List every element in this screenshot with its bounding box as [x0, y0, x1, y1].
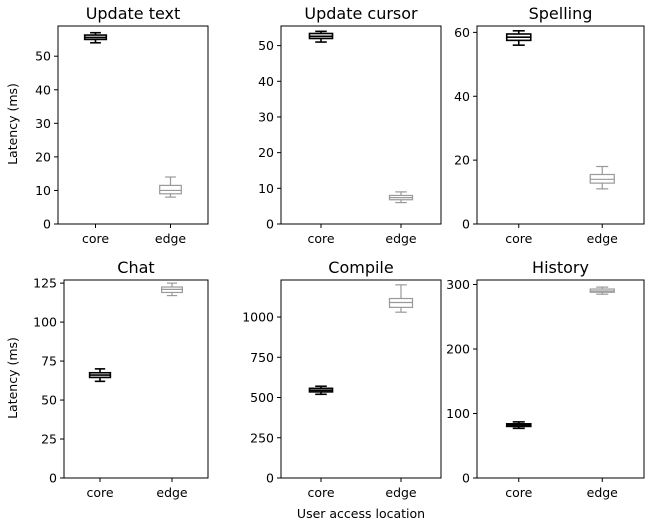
plot-frame: [63, 279, 209, 479]
y-tick-label: 125: [33, 276, 57, 291]
y-tick-label: 0: [462, 217, 470, 232]
plot-frame: [57, 25, 209, 225]
y-tick-label: 20: [454, 153, 470, 168]
plot-frame: [476, 279, 645, 479]
panel-title: Chat: [117, 258, 154, 277]
x-tick-label: core: [505, 231, 532, 246]
x-tick-label: edge: [587, 485, 619, 500]
box-edge: [159, 176, 182, 198]
box-edge: [388, 284, 414, 313]
y-axis-label: Latency (ms): [5, 83, 20, 165]
x-axis-label: User access location: [297, 506, 425, 521]
x-tick-label: core: [86, 485, 113, 500]
y-tick-label: 300: [446, 277, 470, 292]
y-tick-label: 0: [43, 217, 51, 232]
box-edge: [161, 282, 183, 297]
box-iqr: [159, 184, 182, 195]
box-core: [308, 30, 334, 43]
panel-5: History 0 100 200 300 core edge: [446, 258, 645, 500]
box-edge: [388, 191, 414, 204]
panel-title: Update text: [86, 4, 181, 23]
y-tick-label: 750: [250, 350, 274, 365]
panel-title: History: [532, 258, 589, 277]
y-tick-label: 1000: [242, 310, 274, 325]
box-edge: [589, 165, 615, 190]
y-tick-label: 500: [250, 390, 274, 405]
box-core: [83, 31, 108, 44]
panel-title: Update cursor: [304, 4, 418, 23]
y-tick-label: 10: [258, 181, 274, 196]
x-tick-label: core: [307, 231, 334, 246]
panel-1: Update cursor 0 10 20 30 40 50 core edge: [258, 4, 442, 246]
box-core: [505, 29, 532, 46]
box-edge: [589, 286, 615, 295]
panel-2: Spelling 0 20 40 60 core edge: [454, 4, 645, 246]
y-tick-label: 30: [35, 116, 51, 131]
y-tick-label: 40: [258, 74, 274, 89]
y-tick-label: 0: [462, 471, 470, 486]
y-tick-label: 40: [454, 89, 470, 104]
box-core: [308, 385, 334, 396]
plot-frame: [280, 279, 442, 479]
y-tick-label: 0: [49, 471, 57, 486]
panel-4: Compile 0 250 500 750 1000 core edge: [242, 258, 442, 500]
y-tick-label: 75: [41, 354, 57, 369]
x-tick-label: core: [82, 231, 109, 246]
y-tick-label: 250: [250, 430, 274, 445]
y-tick-label: 25: [41, 432, 57, 447]
box-core: [88, 368, 112, 383]
y-tick-label: 100: [33, 315, 57, 330]
x-tick-label: core: [307, 485, 334, 500]
y-tick-label: 50: [41, 393, 57, 408]
y-tick-label: 0: [266, 217, 274, 232]
y-tick-label: 30: [258, 109, 274, 124]
box-core: [505, 421, 532, 430]
y-tick-label: 20: [258, 145, 274, 160]
panel-title: Compile: [328, 258, 393, 277]
x-tick-label: edge: [156, 485, 188, 500]
y-tick-label: 40: [35, 82, 51, 97]
y-tick-label: 60: [454, 25, 470, 40]
x-tick-label: edge: [587, 231, 619, 246]
y-axis-label: Latency (ms): [5, 337, 20, 419]
y-tick-label: 0: [266, 471, 274, 486]
y-tick-label: 20: [35, 149, 51, 164]
panel-title: Spelling: [529, 4, 593, 23]
plot-frame: [280, 25, 442, 225]
x-tick-label: edge: [155, 231, 187, 246]
x-tick-label: edge: [385, 485, 417, 500]
panel-0: Update text 0 10 20 30 40 50 core edge: [35, 4, 209, 246]
x-tick-label: core: [505, 485, 532, 500]
plot-frame: [476, 25, 645, 225]
y-tick-label: 100: [446, 406, 470, 421]
x-tick-label: edge: [385, 231, 417, 246]
y-tick-label: 200: [446, 342, 470, 357]
y-tick-label: 10: [35, 183, 51, 198]
y-tick-label: 50: [35, 49, 51, 64]
panel-3: Chat 0 25 50 75 100 125 core edge: [33, 258, 209, 500]
y-tick-label: 50: [258, 38, 274, 53]
